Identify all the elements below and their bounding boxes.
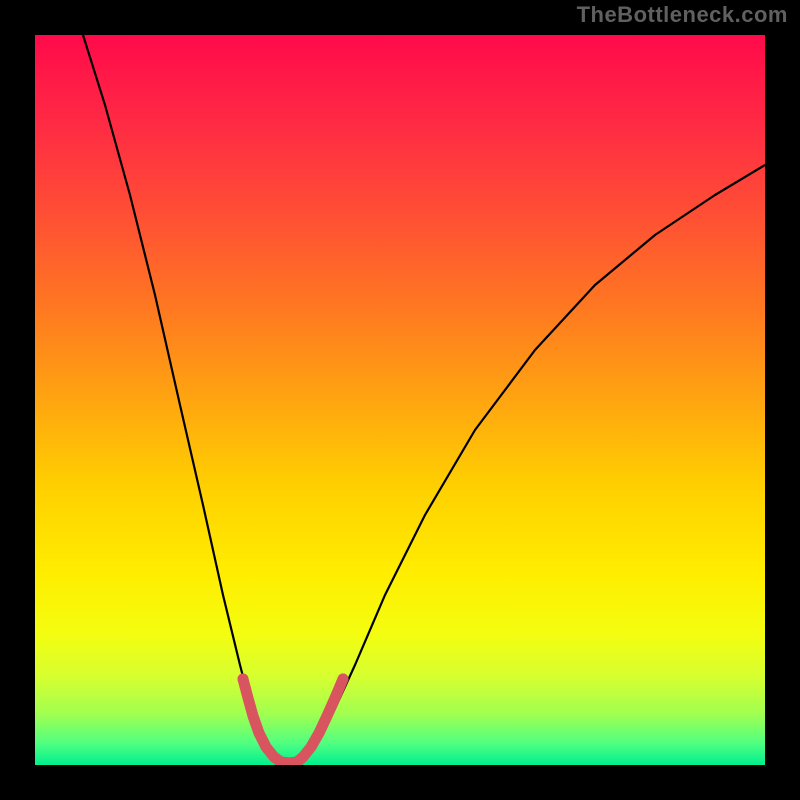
bottleneck-chart	[35, 35, 765, 765]
marker-endpoint	[338, 674, 349, 685]
marker-endpoint	[238, 674, 249, 685]
chart-container: TheBottleneck.com	[0, 0, 800, 800]
gradient-background	[35, 35, 765, 765]
plot-area	[35, 35, 765, 765]
watermark-text: TheBottleneck.com	[577, 2, 788, 28]
